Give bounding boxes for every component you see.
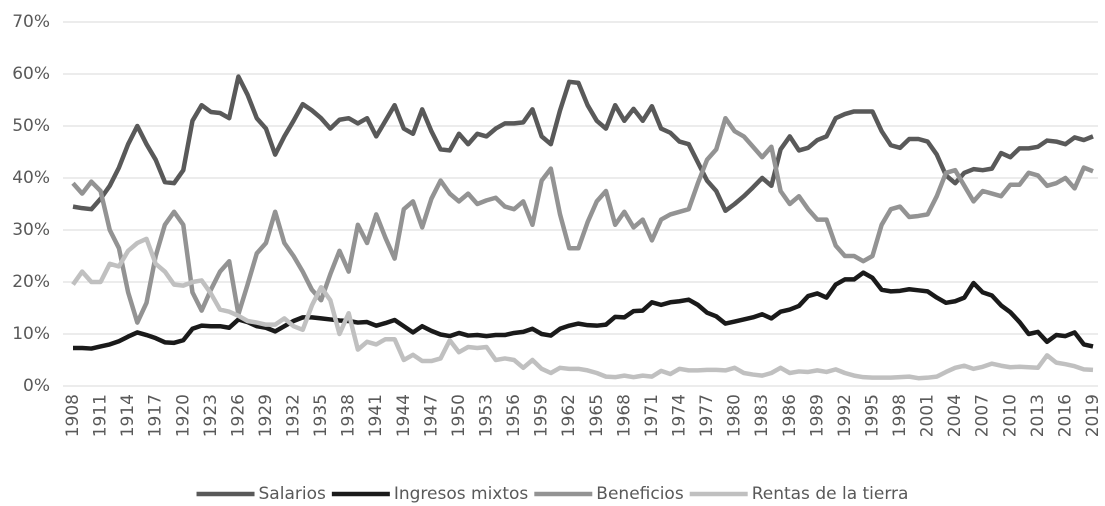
x-tick-label: 1992 xyxy=(835,394,855,437)
x-tick-label: 1965 xyxy=(587,394,607,437)
series-line xyxy=(71,236,1094,381)
y-tick-label: 40% xyxy=(12,168,50,188)
x-tick-label: 1974 xyxy=(669,394,689,437)
x-tick-label: 1980 xyxy=(725,394,745,437)
y-tick-label: 0% xyxy=(23,376,50,396)
x-tick-label: 1935 xyxy=(311,394,331,437)
x-tick-label: 1941 xyxy=(366,394,386,437)
legend-label: Beneficios xyxy=(596,484,684,504)
y-tick-label: 60% xyxy=(12,64,50,84)
x-tick-label: 2004 xyxy=(945,394,965,437)
x-tick-label: 1962 xyxy=(559,394,579,437)
x-tick-label: 1947 xyxy=(421,394,441,437)
x-tick-label: 2016 xyxy=(1055,394,1075,437)
x-tick-label: 1977 xyxy=(697,394,717,437)
x-tick-label: 1908 xyxy=(63,394,83,437)
x-tick-label: 1926 xyxy=(228,394,248,437)
series-line xyxy=(72,74,1094,214)
y-tick-label: 20% xyxy=(12,272,50,292)
x-tick-label: 1950 xyxy=(449,394,469,437)
x-tick-label: 1983 xyxy=(752,394,772,437)
x-tick-label: 2013 xyxy=(1028,394,1048,437)
x-tick-label: 1920 xyxy=(173,394,193,437)
x-tick-label: 1989 xyxy=(807,394,827,437)
x-tick-label: 1911 xyxy=(91,394,111,437)
legend-label: Salarios xyxy=(259,484,326,504)
x-tick-label: 2007 xyxy=(973,394,993,437)
legend-label: Ingresos mixtos xyxy=(394,484,529,504)
y-tick-label: 70% xyxy=(12,12,50,32)
x-tick-label: 1968 xyxy=(614,394,634,437)
x-tick-label: 1932 xyxy=(284,394,304,437)
x-tick-label: 1959 xyxy=(532,394,552,437)
y-tick-label: 50% xyxy=(12,116,50,136)
x-tick-label: 1917 xyxy=(146,394,166,437)
x-tick-label: 1986 xyxy=(780,394,800,437)
x-tick-label: 1914 xyxy=(118,394,138,437)
x-tick-label: 1995 xyxy=(862,394,882,437)
x-tick-label: 2001 xyxy=(918,394,938,437)
x-tick-label: 1998 xyxy=(890,394,910,437)
x-tick-label: 1953 xyxy=(477,394,497,437)
x-tick-label: 1971 xyxy=(642,394,662,437)
x-tick-label: 2019 xyxy=(1083,394,1103,437)
x-tick-label: 1956 xyxy=(504,394,524,437)
x-tick-label: 1938 xyxy=(339,394,359,437)
y-tick-label: 30% xyxy=(12,220,50,240)
x-tick-label: 1923 xyxy=(201,394,221,437)
y-tick-label: 10% xyxy=(12,324,50,344)
x-tick-label: 1929 xyxy=(256,394,276,437)
x-tick-label: 2010 xyxy=(1000,394,1020,437)
series-line xyxy=(71,115,1094,325)
legend-label: Rentas de la tierra xyxy=(752,484,909,504)
x-tick-label: 1944 xyxy=(394,394,414,437)
